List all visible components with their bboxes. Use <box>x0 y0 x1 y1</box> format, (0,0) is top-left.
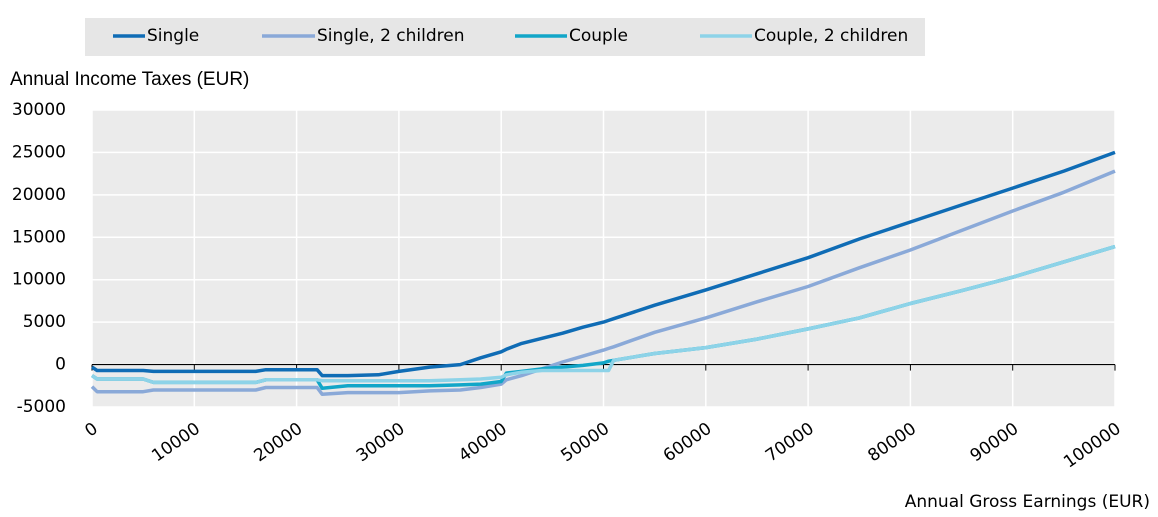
y-tick-label: 25000 <box>12 142 66 162</box>
series-line <box>90 169 1116 397</box>
y-tick-label: 20000 <box>12 185 66 205</box>
series-line <box>91 244 1116 385</box>
x-tick-label: 80000 <box>864 419 920 466</box>
legend-label: Single <box>147 26 199 46</box>
y-tick-label: 30000 <box>12 100 66 120</box>
legend-label: Couple, 2 children <box>754 26 908 46</box>
y-tick-label: 15000 <box>12 227 66 247</box>
x-tick-label: 40000 <box>455 419 511 466</box>
x-tick-label: 90000 <box>967 419 1023 466</box>
y-tick-label: -5000 <box>17 397 66 417</box>
y-tick-label: 10000 <box>12 270 66 290</box>
series-line <box>91 150 1116 378</box>
legend-label: Single, 2 children <box>317 26 465 46</box>
x-tick-label: 30000 <box>353 419 409 466</box>
x-axis-label: Annual Gross Earnings (EUR) <box>905 492 1150 512</box>
x-tick-label: 50000 <box>557 419 613 466</box>
x-tick-label: 0 <box>81 419 101 442</box>
legend-label: Couple <box>569 26 628 46</box>
x-tick-label: 20000 <box>251 419 307 466</box>
x-tick-label: 100000 <box>1060 419 1125 473</box>
y-axis-label: Annual Income Taxes (EUR) <box>10 69 249 90</box>
y-tick-label: 0 <box>55 355 66 375</box>
y-tick-label: 5000 <box>23 312 66 332</box>
legend-box <box>85 18 925 56</box>
x-tick-label: 60000 <box>660 419 716 466</box>
x-tick-label: 70000 <box>762 419 818 466</box>
x-tick-label: 10000 <box>148 419 204 466</box>
